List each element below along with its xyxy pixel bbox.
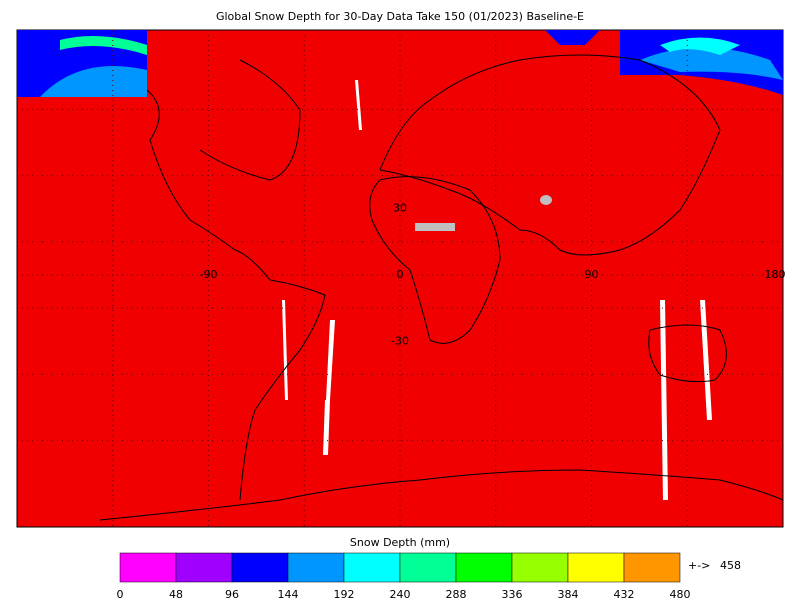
colorbar-swatch [343, 552, 401, 583]
colorbar-swatch [567, 552, 625, 583]
colorbar-tick-label: 480 [670, 588, 691, 600]
map-area [16, 29, 784, 528]
colorbar-swatch [119, 552, 177, 583]
colorbar-swatch [287, 552, 345, 583]
longitude-label: 180 [765, 268, 786, 281]
colorbar-swatch [399, 552, 457, 583]
snow-regions [17, 30, 783, 500]
colorbar: 0 48 96 144 192 240 288 336 384 432 480 +-> 458 [117, 552, 741, 601]
colorbar-swatch [511, 552, 569, 583]
map-title: Global Snow Depth for 30-Day Data Take 1… [216, 10, 584, 23]
colorbar-label: Snow Depth (mm) [350, 536, 450, 549]
longitude-label: 90 [585, 268, 599, 281]
colorbar-tick-label: 288 [446, 588, 467, 600]
overflow-arrow: +-> [688, 559, 710, 572]
colorbar-swatch [455, 552, 513, 583]
colorbar-swatch [623, 552, 681, 583]
colorbar-tick-label: 432 [614, 588, 635, 600]
colorbar-tick-label: 336 [502, 588, 523, 600]
longitude-label: -90 [200, 268, 218, 281]
colorbar-swatch [175, 552, 233, 583]
latitude-label: 30 [393, 202, 407, 215]
colorbar-tick-label: 0 [117, 588, 124, 600]
colorbar-tick-label: 384 [558, 588, 579, 600]
colorbar-swatch [231, 552, 289, 583]
longitude-label: 0 [397, 268, 404, 281]
colorbar-tick-label: 192 [334, 588, 355, 600]
colorbar-tick-label: 96 [225, 588, 239, 600]
latitude-label: -30 [391, 334, 409, 347]
colorbar-tick-label: 48 [169, 588, 183, 600]
overflow-value: 458 [720, 559, 741, 572]
graticule-labels: -90 0 90 180 30 -30 [200, 202, 786, 348]
coastlines [99, 54, 784, 521]
colorbar-tick-label: 240 [390, 588, 411, 600]
colorbar-tick-label: 144 [278, 588, 299, 600]
